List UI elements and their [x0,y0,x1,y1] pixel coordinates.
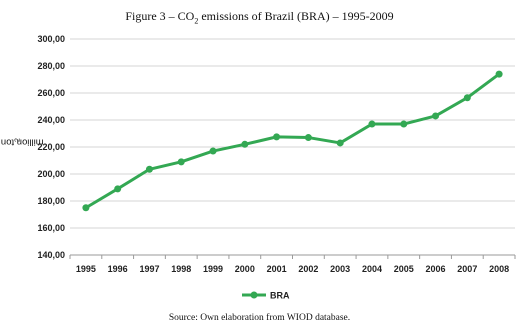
data-point [368,120,376,128]
series-line-bra [85,72,501,210]
source-note: Source: Own elaboration from WIOD databa… [168,313,351,323]
x-tick-label: 1998 [171,264,191,274]
y-tick-label: 300,00 [37,34,65,44]
data-point [145,165,153,173]
plot-series [82,70,503,212]
chart-title: Figure 3 – CO2 emissions of Brazil (BRA)… [125,9,394,26]
data-point [400,120,408,128]
y-tick-label: 220,00 [37,142,65,152]
x-tick-label: 2002 [298,264,318,274]
data-point [177,158,185,166]
y-tick-label: 260,00 [37,88,65,98]
legend-marker [250,291,258,299]
data-point [463,94,471,102]
x-tick-label: 1996 [108,264,128,274]
data-point [241,140,249,148]
y-tick-label: 240,00 [37,115,65,125]
data-point [336,139,344,147]
y-tick-label: 140,00 [37,250,65,260]
x-axis-ticks: 1995 1996 1997 1998 1999 2000 2001 2002 2003 2004… [69,255,516,274]
x-tick-label: 1995 [76,264,96,274]
y-axis-ticks: 140,00 160,00 180,00 200,00 220,00 240,00 260,… [37,34,65,260]
data-point [432,112,440,120]
y-tick-label: 180,00 [37,196,65,206]
x-tick-label: 2005 [394,264,414,274]
gridlines [70,38,515,256]
data-point [82,204,90,212]
x-tick-label: 2007 [457,264,477,274]
y-tick-label: 200,00 [37,169,65,179]
data-point [114,185,122,193]
data-point [304,134,312,142]
x-tick-label: 1997 [139,264,159,274]
y-tick-label: 160,00 [37,223,65,233]
legend-label: BRA [270,291,290,301]
data-point [209,147,217,155]
x-tick-label: 2001 [267,264,287,274]
x-tick-label: 2000 [235,264,255,274]
y-tick-label: 280,00 [37,61,65,71]
x-tick-label: 2008 [489,264,509,274]
x-tick-label: 2006 [426,264,446,274]
legend: BRA [242,291,290,301]
data-point [273,133,281,141]
x-tick-label: 2004 [362,264,382,274]
x-tick-label: 1999 [203,264,223,274]
data-point [495,70,503,78]
x-tick-label: 2003 [330,264,350,274]
